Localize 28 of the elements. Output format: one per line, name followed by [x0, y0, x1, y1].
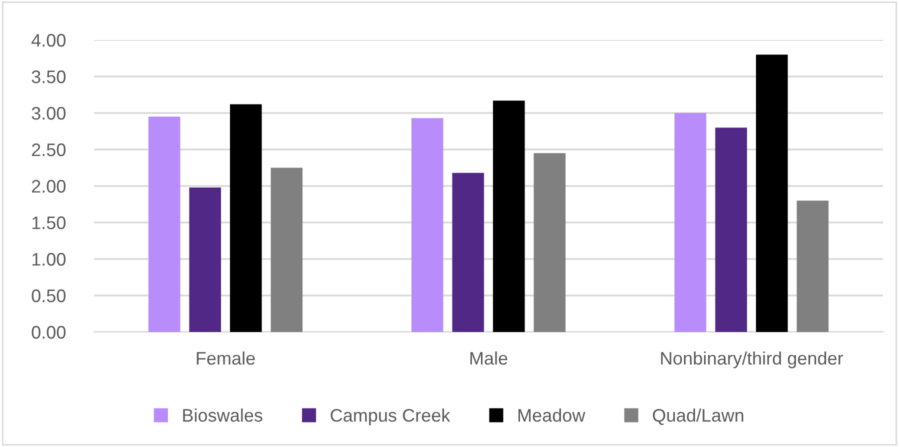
bar [492, 100, 525, 332]
bar [674, 113, 706, 332]
y-tick-label: 0.50 [32, 289, 66, 302]
legend-label: Meadow [518, 408, 586, 422]
bar [452, 172, 484, 332]
x-tick-label: Female [196, 351, 255, 365]
y-tick-label: 2.00 [32, 180, 66, 193]
y-tick-label: 3.50 [32, 70, 66, 84]
bar [230, 104, 262, 332]
x-tick-label: Male [470, 351, 508, 365]
bar [756, 54, 788, 332]
y-tick-label: 1.50 [32, 216, 66, 230]
bar [715, 128, 748, 332]
bar [189, 187, 222, 332]
y-tick-label: 1.00 [32, 252, 66, 266]
bar [148, 116, 180, 332]
x-tick-label: Nonbinary/third gender [661, 351, 844, 368]
legend-label: Bioswales [183, 408, 262, 422]
bar [534, 153, 566, 332]
legend-label: Quad/Lawn [652, 408, 744, 425]
bar [270, 168, 303, 332]
bar [796, 200, 829, 332]
y-tick-label: 4.00 [32, 34, 66, 47]
y-tick-label: 0.00 [32, 326, 66, 339]
y-tick-label: 2.50 [32, 143, 66, 156]
y-tick-label: 3.00 [32, 106, 66, 120]
legend-label: Campus Creek [330, 408, 450, 426]
bar [411, 118, 444, 332]
